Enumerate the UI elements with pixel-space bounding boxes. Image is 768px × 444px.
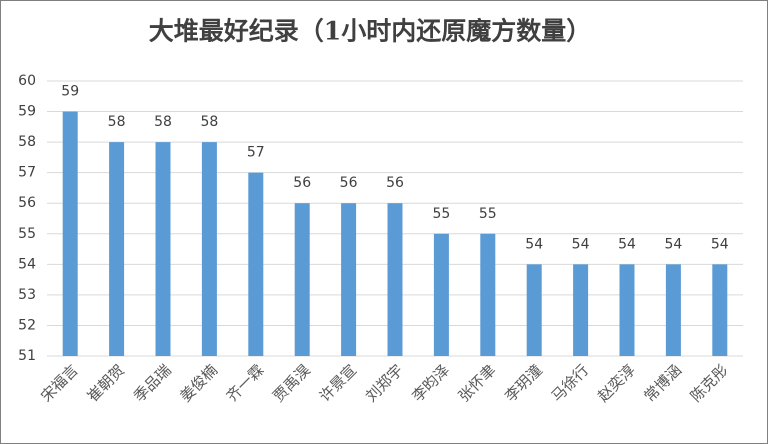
bar	[341, 203, 357, 356]
data-label: 56	[293, 175, 311, 191]
y-tick-label: 53	[18, 287, 36, 303]
data-label: 54	[711, 236, 729, 252]
bar	[433, 233, 449, 356]
bar	[294, 203, 310, 356]
data-label: 54	[618, 236, 636, 252]
bar	[387, 203, 403, 356]
y-tick-label: 56	[18, 195, 36, 211]
data-label: 58	[108, 114, 126, 130]
bar	[248, 172, 264, 356]
data-label: 58	[154, 114, 172, 130]
bar	[109, 142, 125, 356]
y-tick-label: 52	[18, 317, 36, 333]
bar	[201, 142, 217, 356]
data-label: 55	[479, 206, 497, 222]
bar	[619, 264, 635, 356]
data-label: 57	[247, 145, 265, 161]
y-tick-label: 58	[18, 134, 36, 150]
data-label: 55	[432, 206, 450, 222]
data-label: 54	[525, 236, 543, 252]
y-tick-label: 57	[18, 165, 36, 181]
data-label: 54	[664, 236, 682, 252]
bar	[526, 264, 542, 356]
bar	[62, 111, 78, 356]
bar	[155, 142, 171, 356]
data-label: 56	[340, 175, 358, 191]
y-tick-label: 51	[18, 348, 36, 364]
y-tick-label: 59	[18, 104, 36, 120]
bar	[665, 264, 681, 356]
chart-title: 大堆最好纪录（1小时内还原魔方数量）	[149, 17, 591, 46]
bar	[712, 264, 728, 356]
data-label: 58	[200, 114, 218, 130]
data-label: 56	[386, 175, 404, 191]
data-label: 59	[61, 84, 79, 100]
y-tick-label: 60	[18, 73, 36, 89]
bar	[573, 264, 589, 356]
y-tick-label: 54	[18, 256, 36, 272]
y-tick-label: 55	[18, 226, 36, 242]
data-label: 54	[572, 236, 590, 252]
bar	[480, 233, 496, 356]
